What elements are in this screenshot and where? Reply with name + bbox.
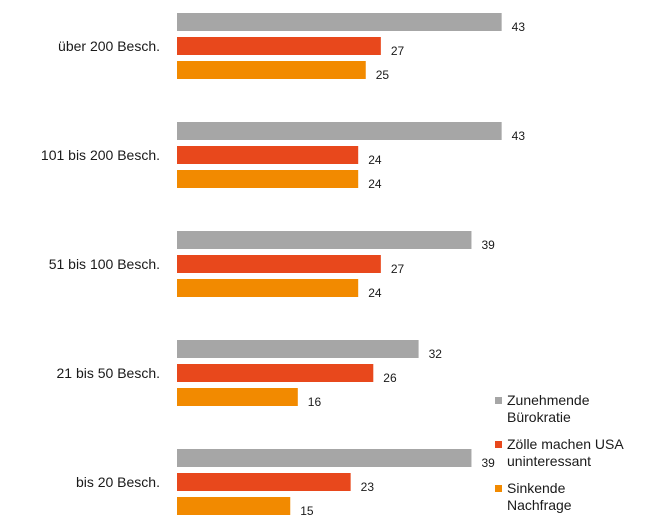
bar-bis-20-besch-zunehmende-buerokratie: [177, 449, 472, 467]
bar-51-bis-100-besch-zoelle-machen-usa-uninteressant: [177, 255, 381, 273]
data-label-51-bis-100-besch-zunehmende-buerokratie: 39: [481, 238, 495, 252]
legend-item-zunehmende-buerokratie: Zunehmende Bürokratie: [493, 392, 663, 426]
data-label-21-bis-50-besch-sinkende-nachfrage: 16: [308, 395, 322, 409]
data-label-ueber-200-besch-sinkende-nachfrage: 25: [376, 68, 390, 82]
data-label-bis-20-besch-zoelle-machen-usa-uninteressant: 23: [361, 480, 375, 494]
legend-label-line1: Zunehmende: [507, 392, 590, 408]
data-label-101-bis-200-besch-zunehmende-buerokratie: 43: [512, 129, 526, 143]
data-label-bis-20-besch-sinkende-nachfrage: 15: [300, 504, 314, 518]
legend-swatch: [495, 397, 502, 404]
legend-swatch: [495, 441, 502, 448]
bar-ueber-200-besch-sinkende-nachfrage: [177, 61, 366, 79]
legend-item-sinkende-nachfrage: Sinkende Nachfrage: [493, 480, 663, 514]
data-label-21-bis-50-besch-zunehmende-buerokratie: 32: [429, 347, 443, 361]
bar-ueber-200-besch-zoelle-machen-usa-uninteressant: [177, 37, 381, 55]
bar-bis-20-besch-zoelle-machen-usa-uninteressant: [177, 473, 351, 491]
bar-bis-20-besch-sinkende-nachfrage: [177, 497, 291, 515]
legend: Zunehmende Bürokratie Zölle machen USA u…: [493, 392, 663, 524]
legend-label-line2: uninteressant: [507, 453, 592, 469]
legend-label-line2: Bürokratie: [507, 409, 571, 425]
legend-swatch: [495, 485, 502, 492]
category-label-ueber-200-besch: über 200 Besch.: [58, 38, 160, 54]
bar-21-bis-50-besch-sinkende-nachfrage: [177, 388, 298, 406]
legend-label-line1: Sinkende: [507, 480, 566, 496]
bar-ueber-200-besch-zunehmende-buerokratie: [177, 13, 502, 31]
data-label-101-bis-200-besch-sinkende-nachfrage: 24: [368, 177, 382, 191]
category-label-51-bis-100-besch: 51 bis 100 Besch.: [49, 256, 160, 272]
data-label-101-bis-200-besch-zoelle-machen-usa-uninteressant: 24: [368, 153, 382, 167]
bar-101-bis-200-besch-sinkende-nachfrage: [177, 170, 359, 188]
data-label-bis-20-besch-zunehmende-buerokratie: 39: [481, 456, 495, 470]
data-label-21-bis-50-besch-zoelle-machen-usa-uninteressant: 26: [383, 371, 397, 385]
bar-101-bis-200-besch-zoelle-machen-usa-uninteressant: [177, 146, 359, 164]
bar-101-bis-200-besch-zunehmende-buerokratie: [177, 122, 502, 140]
category-label-101-bis-200-besch: 101 bis 200 Besch.: [41, 147, 160, 163]
bar-21-bis-50-besch-zunehmende-buerokratie: [177, 340, 419, 358]
legend-label-line1: Zölle machen USA: [507, 436, 624, 452]
category-label-bis-20-besch: bis 20 Besch.: [76, 474, 160, 490]
data-label-ueber-200-besch-zoelle-machen-usa-uninteressant: 27: [391, 44, 405, 58]
bar-21-bis-50-besch-zoelle-machen-usa-uninteressant: [177, 364, 374, 382]
bar-51-bis-100-besch-sinkende-nachfrage: [177, 279, 359, 297]
bar-51-bis-100-besch-zunehmende-buerokratie: [177, 231, 472, 249]
data-label-51-bis-100-besch-zoelle-machen-usa-uninteressant: 27: [391, 262, 405, 276]
data-label-ueber-200-besch-zunehmende-buerokratie: 43: [512, 20, 526, 34]
legend-label-line2: Nachfrage: [507, 497, 572, 513]
category-label-21-bis-50-besch: 21 bis 50 Besch.: [56, 365, 160, 381]
data-label-51-bis-100-besch-sinkende-nachfrage: 24: [368, 286, 382, 300]
legend-item-zoelle-usa: Zölle machen USA uninteressant: [493, 436, 663, 470]
